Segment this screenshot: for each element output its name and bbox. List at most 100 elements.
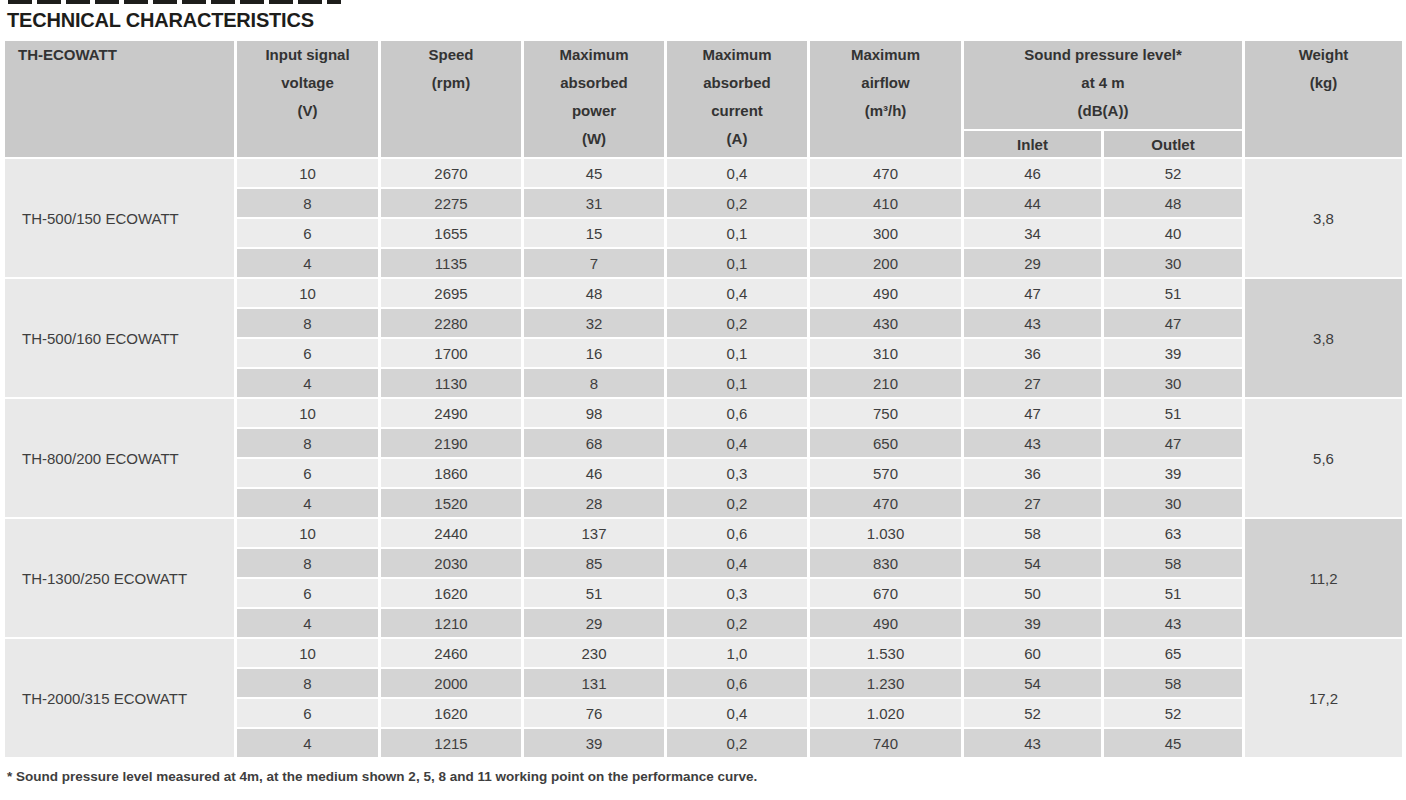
cell-airflow: 670 xyxy=(810,579,961,607)
cell-inlet: 36 xyxy=(964,459,1101,487)
cell-power: 28 xyxy=(524,489,664,517)
cell-outlet: 30 xyxy=(1104,249,1242,277)
cell-speed: 1210 xyxy=(381,609,521,637)
header-outlet: Outlet xyxy=(1104,131,1242,157)
cell-voltage: 10 xyxy=(237,399,378,427)
cell-airflow: 1.030 xyxy=(810,519,961,547)
cell-voltage: 4 xyxy=(237,249,378,277)
cell-speed: 1620 xyxy=(381,579,521,607)
cell-outlet: 65 xyxy=(1104,639,1242,667)
cell-outlet: 52 xyxy=(1104,159,1242,187)
cell-voltage: 10 xyxy=(237,519,378,547)
header-sound-pressure-level: Sound pressure level* at 4 m (dB(A)) xyxy=(964,41,1242,129)
cell-speed: 1135 xyxy=(381,249,521,277)
cell-power: 68 xyxy=(524,429,664,457)
cell-power: 39 xyxy=(524,729,664,757)
cell-outlet: 30 xyxy=(1104,369,1242,397)
cell-power: 15 xyxy=(524,219,664,247)
cell-voltage: 8 xyxy=(237,189,378,217)
cell-outlet: 58 xyxy=(1104,669,1242,697)
cell-speed: 2280 xyxy=(381,309,521,337)
cell-inlet: 43 xyxy=(964,309,1101,337)
cropped-text-artifact xyxy=(8,0,341,4)
cell-speed: 1520 xyxy=(381,489,521,517)
cell-current: 0,6 xyxy=(667,519,807,547)
cell-current: 0,1 xyxy=(667,339,807,367)
cell-airflow: 490 xyxy=(810,609,961,637)
cell-power: 45 xyxy=(524,159,664,187)
cell-outlet: 39 xyxy=(1104,459,1242,487)
cell-outlet: 40 xyxy=(1104,219,1242,247)
cell-current: 0,1 xyxy=(667,249,807,277)
cell-power: 46 xyxy=(524,459,664,487)
cell-current: 0,4 xyxy=(667,549,807,577)
cell-current: 0,1 xyxy=(667,369,807,397)
cell-current: 0,3 xyxy=(667,579,807,607)
cell-outlet: 51 xyxy=(1104,399,1242,427)
cell-voltage: 6 xyxy=(237,459,378,487)
cell-inlet: 27 xyxy=(964,489,1101,517)
cell-outlet: 58 xyxy=(1104,549,1242,577)
header-max-absorbed-current: Maximum absorbed current (A) xyxy=(667,41,807,157)
cell-speed: 2190 xyxy=(381,429,521,457)
cell-airflow: 570 xyxy=(810,459,961,487)
cell-inlet: 29 xyxy=(964,249,1101,277)
cell-voltage: 4 xyxy=(237,609,378,637)
cell-speed: 2030 xyxy=(381,549,521,577)
cell-outlet: 63 xyxy=(1104,519,1242,547)
cell-speed: 2275 xyxy=(381,189,521,217)
cell-airflow: 740 xyxy=(810,729,961,757)
cell-airflow: 410 xyxy=(810,189,961,217)
cell-airflow: 470 xyxy=(810,489,961,517)
cell-speed: 2670 xyxy=(381,159,521,187)
product-name: TH-500/150 ECOWATT xyxy=(5,159,234,277)
cell-current: 0,6 xyxy=(667,399,807,427)
cell-inlet: 36 xyxy=(964,339,1101,367)
cell-voltage: 6 xyxy=(237,219,378,247)
cell-voltage: 8 xyxy=(237,309,378,337)
cell-airflow: 430 xyxy=(810,309,961,337)
cell-power: 7 xyxy=(524,249,664,277)
cell-outlet: 47 xyxy=(1104,429,1242,457)
cell-current: 1,0 xyxy=(667,639,807,667)
table-row: TH-1300/250 ECOWATT1024401370,61.0305863… xyxy=(5,519,1402,547)
cell-outlet: 45 xyxy=(1104,729,1242,757)
cell-voltage: 8 xyxy=(237,429,378,457)
cell-speed: 2695 xyxy=(381,279,521,307)
cell-airflow: 470 xyxy=(810,159,961,187)
cell-voltage: 6 xyxy=(237,339,378,367)
cell-inlet: 60 xyxy=(964,639,1101,667)
cell-inlet: 34 xyxy=(964,219,1101,247)
cell-power: 85 xyxy=(524,549,664,577)
cell-current: 0,2 xyxy=(667,309,807,337)
weight-value: 17,2 xyxy=(1245,639,1402,757)
cell-voltage: 6 xyxy=(237,699,378,727)
cell-airflow: 830 xyxy=(810,549,961,577)
cell-airflow: 300 xyxy=(810,219,961,247)
cell-inlet: 50 xyxy=(964,579,1101,607)
header-input-signal-voltage: Input signal voltage (V) xyxy=(237,41,378,157)
cell-outlet: 30 xyxy=(1104,489,1242,517)
cell-inlet: 39 xyxy=(964,609,1101,637)
cell-current: 0,1 xyxy=(667,219,807,247)
cell-inlet: 43 xyxy=(964,429,1101,457)
header-max-airflow: Maximum airflow (m³/h) xyxy=(810,41,961,157)
cell-power: 32 xyxy=(524,309,664,337)
table-row: TH-500/150 ECOWATT102670450,447046523,8 xyxy=(5,159,1402,187)
cell-outlet: 51 xyxy=(1104,279,1242,307)
cell-inlet: 44 xyxy=(964,189,1101,217)
table-body: TH-500/150 ECOWATT102670450,447046523,88… xyxy=(5,159,1402,757)
cell-outlet: 52 xyxy=(1104,699,1242,727)
cell-inlet: 58 xyxy=(964,519,1101,547)
cell-current: 0,4 xyxy=(667,279,807,307)
table-row: TH-500/160 ECOWATT102695480,449047513,8 xyxy=(5,279,1402,307)
cell-airflow: 310 xyxy=(810,339,961,367)
table-row: TH-2000/315 ECOWATT1024602301,01.5306065… xyxy=(5,639,1402,667)
weight-value: 3,8 xyxy=(1245,159,1402,277)
product-name: TH-2000/315 ECOWATT xyxy=(5,639,234,757)
cell-power: 8 xyxy=(524,369,664,397)
header-inlet: Inlet xyxy=(964,131,1101,157)
cell-power: 48 xyxy=(524,279,664,307)
weight-value: 3,8 xyxy=(1245,279,1402,397)
footnote: * Sound pressure level measured at 4m, a… xyxy=(7,769,1406,784)
